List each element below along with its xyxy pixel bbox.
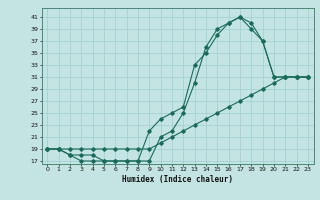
X-axis label: Humidex (Indice chaleur): Humidex (Indice chaleur) [122, 175, 233, 184]
